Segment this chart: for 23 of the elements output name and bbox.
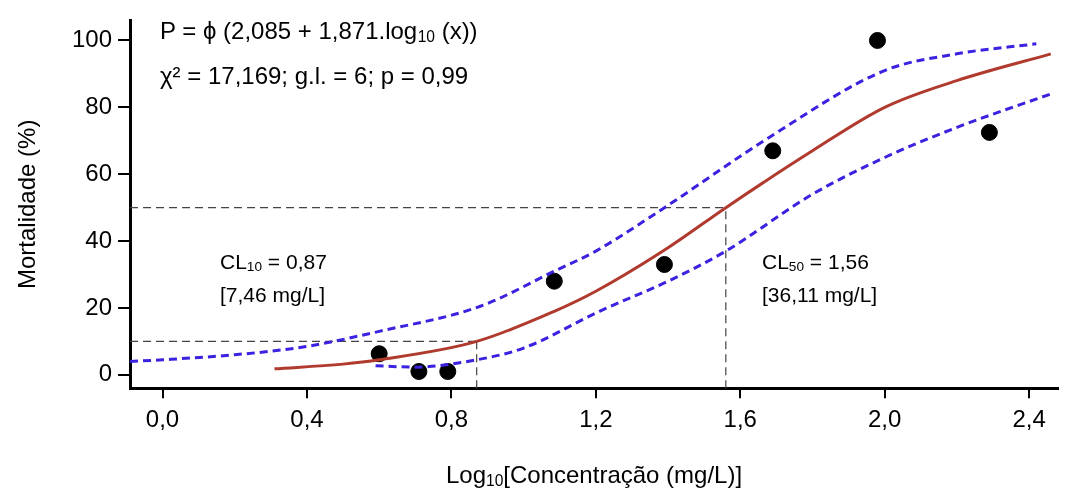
x-tick-label: 1,2 — [579, 405, 613, 433]
y-tick-label: 60 — [85, 158, 113, 186]
point — [545, 272, 563, 290]
x-tick-label: 2,4 — [1012, 405, 1046, 433]
y-axis-title: Mortalidade (%) — [12, 119, 40, 289]
y-tick-label: 0 — [98, 359, 113, 387]
annotation: [7,46 mg/L] — [220, 282, 326, 306]
annotation: χ² = 17,169; g.l. = 6; p = 0,99 — [160, 61, 469, 89]
point — [980, 123, 998, 141]
y-tick-label: 40 — [85, 225, 113, 253]
x-tick-label: 0,8 — [434, 405, 469, 433]
y-tick-label: 100 — [72, 25, 113, 53]
point — [439, 362, 457, 380]
x-tick-label: 2,0 — [868, 405, 902, 433]
point — [655, 255, 673, 273]
x-tick-label: 0,0 — [145, 405, 180, 433]
x-tick-label: 0,4 — [290, 405, 324, 433]
y-tick-label: 20 — [85, 292, 113, 320]
y-tick-label: 80 — [85, 91, 113, 119]
point — [764, 142, 782, 160]
x-tick-label: 1,6 — [723, 405, 757, 433]
point — [868, 31, 886, 49]
annotation: [36,11 mg/L] — [762, 282, 878, 306]
